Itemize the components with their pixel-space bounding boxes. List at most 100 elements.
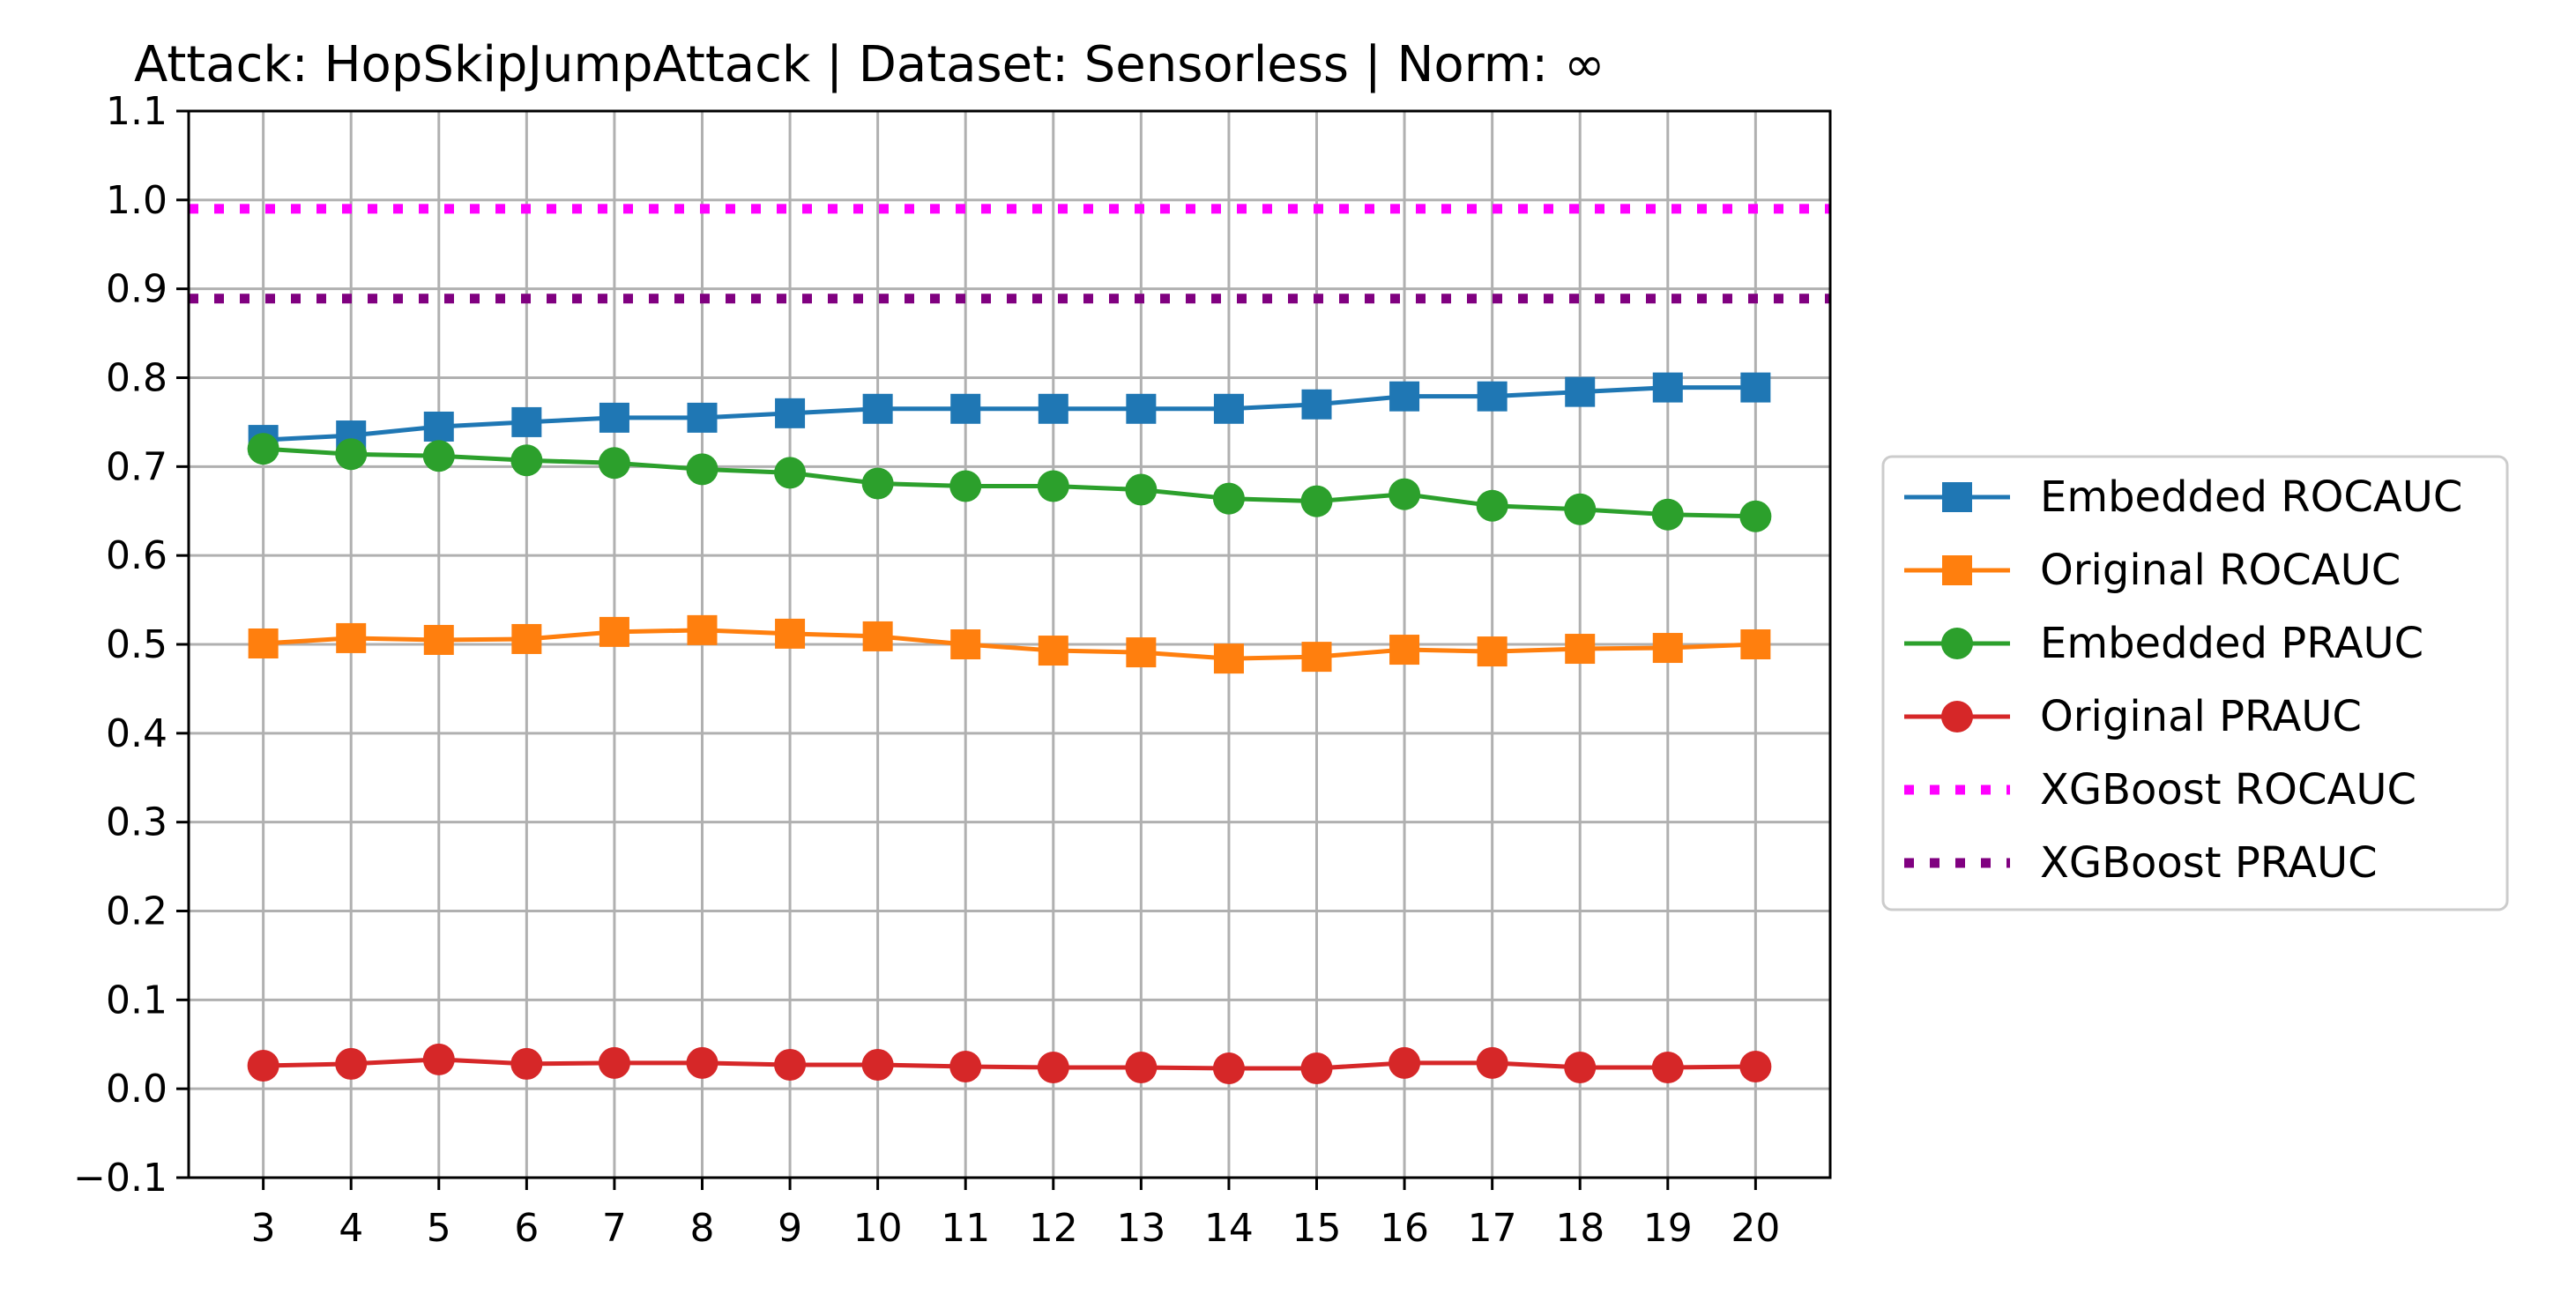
x-tick-label: 16 xyxy=(1380,1206,1429,1251)
data-point-original-prauc xyxy=(861,1048,894,1081)
x-tick-label: 10 xyxy=(853,1206,903,1251)
data-point-embedded-rocauc xyxy=(1126,393,1157,424)
data-point-embedded-rocauc xyxy=(423,411,454,442)
series-line-embedded-rocauc xyxy=(263,385,1756,442)
data-point-original-rocauc xyxy=(1565,634,1596,665)
data-point-embedded-rocauc xyxy=(687,402,718,433)
data-point-embedded-prauc xyxy=(774,457,807,489)
data-point-embedded-rocauc xyxy=(1565,376,1596,407)
data-point-original-prauc xyxy=(1476,1046,1508,1079)
data-point-embedded-rocauc xyxy=(1038,393,1068,424)
data-point-embedded-rocauc xyxy=(862,393,893,424)
y-tick-label: 0.1 xyxy=(106,978,168,1023)
data-point-original-rocauc xyxy=(1477,636,1508,667)
legend-marker-embedded-rocauc xyxy=(1942,482,1972,512)
x-tick-label: 9 xyxy=(778,1206,802,1251)
x-tick-label: 4 xyxy=(339,1206,363,1251)
x-tick-label: 7 xyxy=(602,1206,627,1251)
data-point-original-prauc xyxy=(1564,1051,1597,1083)
data-point-original-rocauc xyxy=(1740,629,1771,659)
data-point-original-prauc xyxy=(422,1043,455,1075)
data-point-original-rocauc xyxy=(862,621,893,651)
data-point-original-rocauc xyxy=(1301,642,1332,673)
data-point-original-rocauc xyxy=(248,628,279,658)
y-tick-label: 0.8 xyxy=(106,356,168,401)
y-tick-label: 0.0 xyxy=(106,1067,168,1112)
data-point-original-prauc xyxy=(1037,1051,1069,1083)
data-point-embedded-rocauc xyxy=(1213,393,1244,424)
legend-label-original-rocauc: Original ROCAUC xyxy=(2040,546,2401,595)
data-point-embedded-prauc xyxy=(1212,482,1245,515)
legend-label-embedded-prauc: Embedded PRAUC xyxy=(2040,619,2423,668)
y-tick-label: 1.1 xyxy=(106,89,168,134)
y-tick-label: 0.5 xyxy=(106,622,168,667)
data-point-embedded-prauc xyxy=(1564,493,1597,525)
data-point-embedded-prauc xyxy=(510,444,543,477)
data-point-original-rocauc xyxy=(423,624,454,655)
data-point-original-prauc xyxy=(598,1046,630,1079)
data-point-original-prauc xyxy=(1300,1052,1333,1084)
x-tick-label: 8 xyxy=(689,1206,714,1251)
data-point-embedded-rocauc xyxy=(775,398,806,428)
data-point-embedded-prauc xyxy=(1125,473,1158,506)
x-tick-label: 20 xyxy=(1731,1206,1780,1251)
x-tick-label: 13 xyxy=(1116,1206,1165,1251)
data-point-embedded-prauc xyxy=(1389,478,1421,510)
data-point-embedded-rocauc xyxy=(1389,381,1420,412)
chart-title: Attack: HopSkipJumpAttack | Dataset: Sen… xyxy=(134,36,1605,93)
data-point-embedded-rocauc xyxy=(599,402,629,433)
legend-label-embedded-rocauc: Embedded ROCAUC xyxy=(2040,472,2462,522)
data-point-embedded-prauc xyxy=(1651,498,1684,531)
data-point-original-rocauc xyxy=(1038,636,1068,666)
y-tick-label: −0.1 xyxy=(73,1156,168,1201)
data-point-embedded-rocauc xyxy=(1477,381,1508,412)
data-point-embedded-rocauc xyxy=(511,406,542,437)
x-tick-label: 5 xyxy=(427,1206,451,1251)
data-point-embedded-prauc xyxy=(861,467,894,500)
x-tick-label: 3 xyxy=(251,1206,276,1251)
y-tick-label: 0.4 xyxy=(106,711,168,756)
data-point-original-rocauc xyxy=(1389,635,1420,666)
data-point-original-prauc xyxy=(510,1047,543,1080)
data-point-embedded-prauc xyxy=(1037,470,1069,502)
legend-marker-original-prauc xyxy=(1941,701,1973,733)
data-point-original-prauc xyxy=(1389,1046,1421,1079)
data-point-embedded-prauc xyxy=(949,470,982,502)
data-point-embedded-prauc xyxy=(247,433,279,465)
x-tick-label: 11 xyxy=(941,1206,990,1251)
data-point-original-rocauc xyxy=(1126,637,1157,668)
x-tick-label: 17 xyxy=(1468,1206,1517,1251)
data-point-embedded-prauc xyxy=(598,447,630,480)
legend-label-xgboost-rocauc: XGBoost ROCAUC xyxy=(2040,765,2416,814)
x-tick-label: 12 xyxy=(1029,1206,1078,1251)
data-point-original-prauc xyxy=(1125,1051,1158,1083)
data-point-original-prauc xyxy=(774,1048,807,1081)
data-point-embedded-rocauc xyxy=(950,393,981,424)
legend-marker-original-rocauc xyxy=(1942,555,1972,585)
legend-box xyxy=(1881,455,2509,911)
x-axis: 3 4 5 6 7 8 9 10 11 12 13 14 15 16 17 18 19 20 xyxy=(251,1178,1780,1251)
data-point-original-prauc xyxy=(247,1049,279,1082)
data-point-embedded-prauc xyxy=(1476,489,1508,522)
series-line-embedded-prauc xyxy=(263,446,1756,519)
legend: Embedded ROCAUC Original ROCAUC Embedded P… xyxy=(1881,455,2509,911)
y-tick-label: 0.6 xyxy=(106,533,168,578)
data-point-original-rocauc xyxy=(511,623,542,654)
data-point-original-prauc xyxy=(1651,1051,1684,1083)
data-point-original-prauc xyxy=(949,1050,982,1082)
y-axis: −0.1 0.0 0.1 0.2 0.3 0.4 0.5 0.6 0.7 0.8 0.9 1.0 1.1 xyxy=(73,89,189,1201)
data-point-original-prauc xyxy=(335,1047,368,1080)
series-line-original-prauc xyxy=(263,1057,1756,1071)
data-point-embedded-prauc xyxy=(1739,500,1772,532)
data-point-original-prauc xyxy=(1212,1052,1245,1084)
x-tick-label: 14 xyxy=(1204,1206,1254,1251)
y-tick-label: 0.7 xyxy=(106,444,168,489)
y-tick-label: 0.3 xyxy=(106,800,168,845)
data-point-original-prauc xyxy=(686,1046,718,1079)
data-point-embedded-rocauc xyxy=(1652,372,1683,403)
data-point-embedded-prauc xyxy=(686,453,718,486)
legend-label-original-prauc: Original PRAUC xyxy=(2040,692,2362,741)
plot-area xyxy=(189,204,1830,1084)
y-tick-label: 0.2 xyxy=(106,889,168,934)
